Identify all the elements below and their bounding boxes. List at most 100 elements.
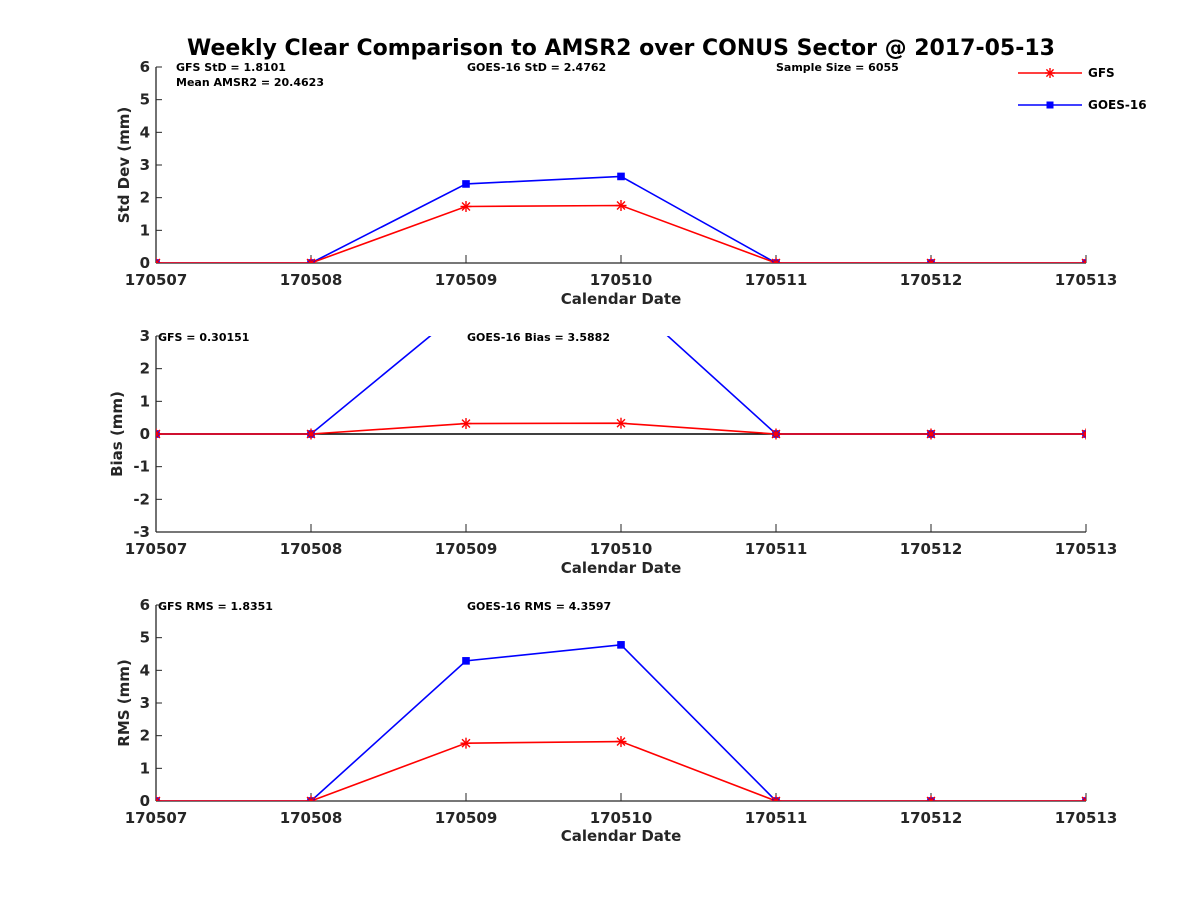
- bias-gfs-point: [615, 417, 627, 429]
- legend-goes-marker: [1046, 101, 1054, 109]
- rms-gfs-point: [305, 795, 317, 801]
- stddev-x-tick-label: 170512: [900, 271, 963, 289]
- stddev-y-tick-label: 6: [140, 58, 150, 76]
- bias-gfs-point: [770, 428, 782, 440]
- stddev-x-tick-label: 170513: [1055, 271, 1118, 289]
- rms-plot-area: 0 1 2 3 4 5 6 170507 170508 170509 170510 170511 170…: [125, 596, 1118, 827]
- bias-plot-area: -3 -2 -1 0 1 2 3 170507 170508 170509 170510 170511…: [125, 327, 1118, 558]
- rms-y-tick-label: 5: [140, 629, 150, 647]
- bias-y-tick-label: 1: [140, 392, 150, 410]
- stddev-plot-area: 0 1 2 3 4 5 6 170507 170508 170509 170510 170511 170…: [125, 58, 1118, 289]
- bias-gfs-point: [305, 428, 317, 440]
- goes-std-annotation: GOES-16 StD = 2.4762: [467, 61, 606, 74]
- stddev-goes-16-point: [617, 172, 625, 181]
- stddev-series-layer: [156, 172, 1086, 263]
- legend-gfs-marker: [1045, 68, 1055, 78]
- rms-series-layer: [156, 641, 1086, 801]
- stddev-x-axis-label: Calendar Date: [561, 290, 682, 308]
- stddev-y-tick-label: 2: [140, 189, 150, 207]
- gfs-rms-annotation: GFS RMS = 1.8351: [158, 600, 273, 613]
- rms-x-tick-label: 170513: [1055, 809, 1118, 827]
- bias-x-tick-label: 170509: [435, 540, 498, 558]
- legend-goes-label: GOES-16: [1088, 98, 1147, 112]
- rms-gfs-point: [156, 795, 162, 801]
- stddev-y-tick-label: 5: [140, 91, 150, 109]
- stddev-gfs-point: [925, 257, 937, 263]
- rms-gfs-point: [925, 795, 937, 801]
- rms-y-tick-label: 2: [140, 727, 150, 745]
- goes-rms-annotation: GOES-16 RMS = 4.3597: [467, 600, 611, 613]
- bias-gfs-point: [156, 428, 162, 440]
- bias-x-tick-label: 170510: [590, 540, 653, 558]
- stddev-gfs-point: [770, 257, 782, 263]
- legend: GFS GOES-16: [1018, 66, 1147, 112]
- stddev-y-tick-label: 1: [140, 221, 150, 239]
- stddev-y-tick-label: 0: [140, 254, 150, 272]
- gfs-bias-annotation: GFS = 0.30151: [158, 331, 249, 344]
- bias-x-tick-label: 170513: [1055, 540, 1118, 558]
- rms-x-axis-label: Calendar Date: [561, 827, 682, 845]
- stddev-x-tick-label: 170511: [745, 271, 808, 289]
- rms-x-tick-label: 170507: [125, 809, 188, 827]
- stddev-gfs-point: [460, 200, 472, 212]
- mean-amsr2-annotation: Mean AMSR2 = 20.4623: [176, 76, 324, 89]
- legend-goes-square-marker: [1046, 101, 1054, 109]
- stddev-x-tick-label: 170510: [590, 271, 653, 289]
- bias-gfs-point: [1080, 428, 1086, 440]
- stddev-goes-16-line: [156, 175, 1086, 263]
- bias-y-axis-label: Bias (mm): [108, 391, 126, 477]
- bias-x-tick-label: 170511: [745, 540, 808, 558]
- bias-series-layer: [156, 336, 1086, 440]
- legend-gfs-label: GFS: [1088, 66, 1115, 80]
- rms-y-tick-label: 0: [140, 792, 150, 810]
- rms-goes-16-line: [156, 644, 1086, 801]
- bias-x-tick-label: 170507: [125, 540, 188, 558]
- bias-panel: GFS = 0.30151 GOES-16 Bias = 3.5882 Bias…: [108, 327, 1118, 577]
- bias-gfs-point: [925, 428, 937, 440]
- rms-x-tick-label: 170508: [280, 809, 343, 827]
- rms-gfs-point: [770, 795, 782, 801]
- stddev-gfs-point: [1080, 257, 1086, 263]
- rms-x-tick-label: 170510: [590, 809, 653, 827]
- rms-panel: GFS RMS = 1.8351 GOES-16 RMS = 4.3597 RM…: [115, 596, 1117, 845]
- stddev-y-tick-label: 4: [140, 123, 150, 141]
- rms-x-tick-label: 170511: [745, 809, 808, 827]
- stddev-x-tick-label: 170508: [280, 271, 343, 289]
- rms-gfs-point: [615, 736, 627, 748]
- bias-x-tick-label: 170512: [900, 540, 963, 558]
- rms-gfs-line: [156, 740, 1086, 801]
- rms-y-tick-label: 4: [140, 661, 150, 679]
- legend-gfs-asterisk-marker: [1045, 68, 1055, 78]
- goes-bias-annotation: GOES-16 Bias = 3.5882: [467, 331, 610, 344]
- stddev-gfs-line: [156, 204, 1086, 263]
- stddev-gfs-point: [156, 257, 162, 263]
- bias-y-tick-label: -3: [133, 523, 150, 541]
- rms-gfs-point: [460, 737, 472, 749]
- stddev-x-tick-label: 170507: [125, 271, 188, 289]
- stddev-x-tick-label: 170509: [435, 271, 498, 289]
- rms-y-tick-label: 3: [140, 694, 150, 712]
- bias-y-tick-label: -1: [133, 458, 150, 476]
- sample-size-annotation: Sample Size = 6055: [776, 61, 899, 74]
- bias-y-tick-label: 3: [140, 327, 150, 345]
- stddev-panel: GFS StD = 1.8101 Mean AMSR2 = 20.4623 GO…: [115, 58, 1117, 308]
- bias-y-tick-label: 0: [140, 425, 150, 443]
- bias-x-axis-label: Calendar Date: [561, 559, 682, 577]
- rms-goes-16-point: [617, 641, 625, 649]
- rms-y-tick-label: 1: [140, 759, 150, 777]
- stddev-y-axis-label: Std Dev (mm): [115, 107, 133, 224]
- bias-y-tick-label: 2: [140, 360, 150, 378]
- stddev-gfs-point: [305, 257, 317, 263]
- rms-x-tick-label: 170512: [900, 809, 963, 827]
- stddev-gfs-point: [615, 200, 627, 212]
- bias-x-tick-label: 170508: [280, 540, 343, 558]
- rms-y-axis-label: RMS (mm): [115, 659, 133, 746]
- bias-gfs-point: [460, 418, 472, 430]
- figure-title: Weekly Clear Comparison to AMSR2 over CO…: [187, 36, 1055, 61]
- rms-goes-16-point: [462, 657, 470, 665]
- rms-y-tick-label: 6: [140, 596, 150, 614]
- stddev-y-tick-label: 3: [140, 156, 150, 174]
- rms-gfs-point: [1080, 795, 1086, 801]
- stddev-goes-16-point: [462, 180, 470, 188]
